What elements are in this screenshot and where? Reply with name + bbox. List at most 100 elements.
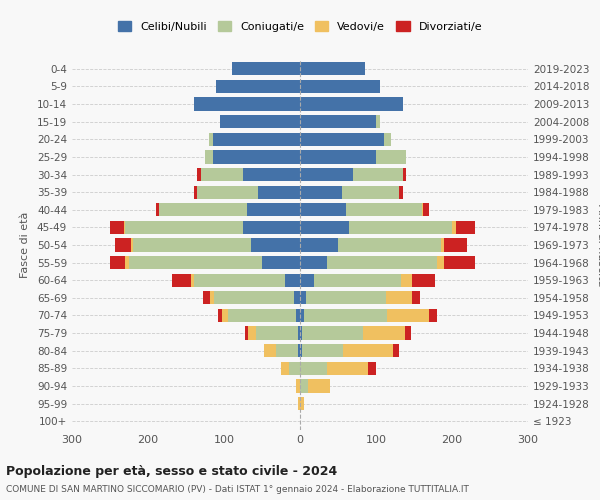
Bar: [247, 203, 300, 216]
Bar: [300, 62, 365, 76]
Bar: [205, 150, 300, 164]
Bar: [300, 150, 406, 164]
Bar: [300, 98, 403, 110]
Bar: [300, 397, 304, 410]
Bar: [125, 256, 300, 269]
Bar: [300, 203, 422, 216]
Bar: [197, 186, 300, 198]
Bar: [300, 132, 391, 146]
Bar: [298, 397, 300, 410]
Bar: [300, 326, 411, 340]
Bar: [203, 291, 300, 304]
Bar: [296, 380, 300, 392]
Bar: [300, 309, 437, 322]
Bar: [251, 238, 300, 252]
Bar: [300, 115, 380, 128]
Y-axis label: Anni di nascita: Anni di nascita: [596, 204, 600, 286]
Bar: [194, 274, 300, 287]
Bar: [298, 326, 300, 340]
Bar: [281, 362, 300, 375]
Bar: [289, 362, 300, 375]
Bar: [300, 203, 346, 216]
Bar: [300, 362, 376, 375]
Bar: [300, 186, 399, 198]
Bar: [212, 132, 300, 146]
Bar: [300, 221, 349, 234]
Bar: [300, 150, 406, 164]
Y-axis label: Fasce di età: Fasce di età: [20, 212, 30, 278]
Bar: [300, 186, 403, 198]
Bar: [217, 80, 300, 93]
Bar: [160, 203, 300, 216]
Bar: [300, 344, 393, 358]
Bar: [281, 362, 300, 375]
Bar: [300, 291, 420, 304]
Bar: [172, 274, 300, 287]
Bar: [228, 309, 300, 322]
Bar: [201, 168, 300, 181]
Bar: [258, 186, 300, 198]
Bar: [300, 309, 304, 322]
Bar: [300, 309, 388, 322]
Bar: [300, 274, 435, 287]
Bar: [300, 80, 380, 93]
Bar: [300, 150, 406, 164]
Bar: [155, 203, 300, 216]
Bar: [300, 326, 405, 340]
Bar: [232, 62, 300, 76]
Bar: [232, 62, 300, 76]
Bar: [275, 344, 300, 358]
Bar: [300, 397, 304, 410]
Bar: [243, 221, 300, 234]
Bar: [300, 256, 326, 269]
Bar: [300, 168, 403, 181]
Bar: [285, 274, 300, 287]
Bar: [300, 98, 403, 110]
Bar: [300, 344, 343, 358]
Bar: [205, 150, 300, 164]
Bar: [300, 115, 380, 128]
Bar: [300, 203, 429, 216]
Bar: [194, 98, 300, 110]
Bar: [300, 380, 331, 392]
Bar: [124, 221, 300, 234]
Bar: [300, 62, 365, 76]
Bar: [300, 168, 403, 181]
Bar: [220, 115, 300, 128]
Bar: [300, 344, 302, 358]
Bar: [300, 238, 445, 252]
Bar: [300, 80, 380, 93]
Bar: [300, 362, 368, 375]
Bar: [300, 362, 326, 375]
Bar: [300, 221, 452, 234]
Bar: [300, 168, 353, 181]
Bar: [209, 132, 300, 146]
Bar: [160, 203, 300, 216]
Bar: [294, 291, 300, 304]
Bar: [300, 291, 412, 304]
Bar: [300, 115, 380, 128]
Bar: [300, 115, 376, 128]
Bar: [262, 256, 300, 269]
Bar: [300, 221, 456, 234]
Bar: [300, 150, 376, 164]
Text: Popolazione per età, sesso e stato civile - 2024: Popolazione per età, sesso e stato civil…: [6, 465, 337, 478]
Bar: [300, 326, 363, 340]
Bar: [194, 98, 300, 110]
Bar: [300, 80, 380, 93]
Bar: [300, 256, 445, 269]
Bar: [129, 256, 300, 269]
Bar: [296, 380, 300, 392]
Text: COMUNE DI SAN MARTINO SICCOMARIO (PV) - Dati ISTAT 1° gennaio 2024 - Elaborazion: COMUNE DI SAN MARTINO SICCOMARIO (PV) - …: [6, 485, 469, 494]
Bar: [131, 238, 300, 252]
Bar: [214, 291, 300, 304]
Bar: [218, 309, 300, 322]
Bar: [217, 80, 300, 93]
Bar: [300, 238, 467, 252]
Bar: [300, 132, 391, 146]
Bar: [256, 326, 300, 340]
Bar: [212, 150, 300, 164]
Bar: [133, 238, 300, 252]
Bar: [300, 344, 399, 358]
Bar: [197, 186, 300, 198]
